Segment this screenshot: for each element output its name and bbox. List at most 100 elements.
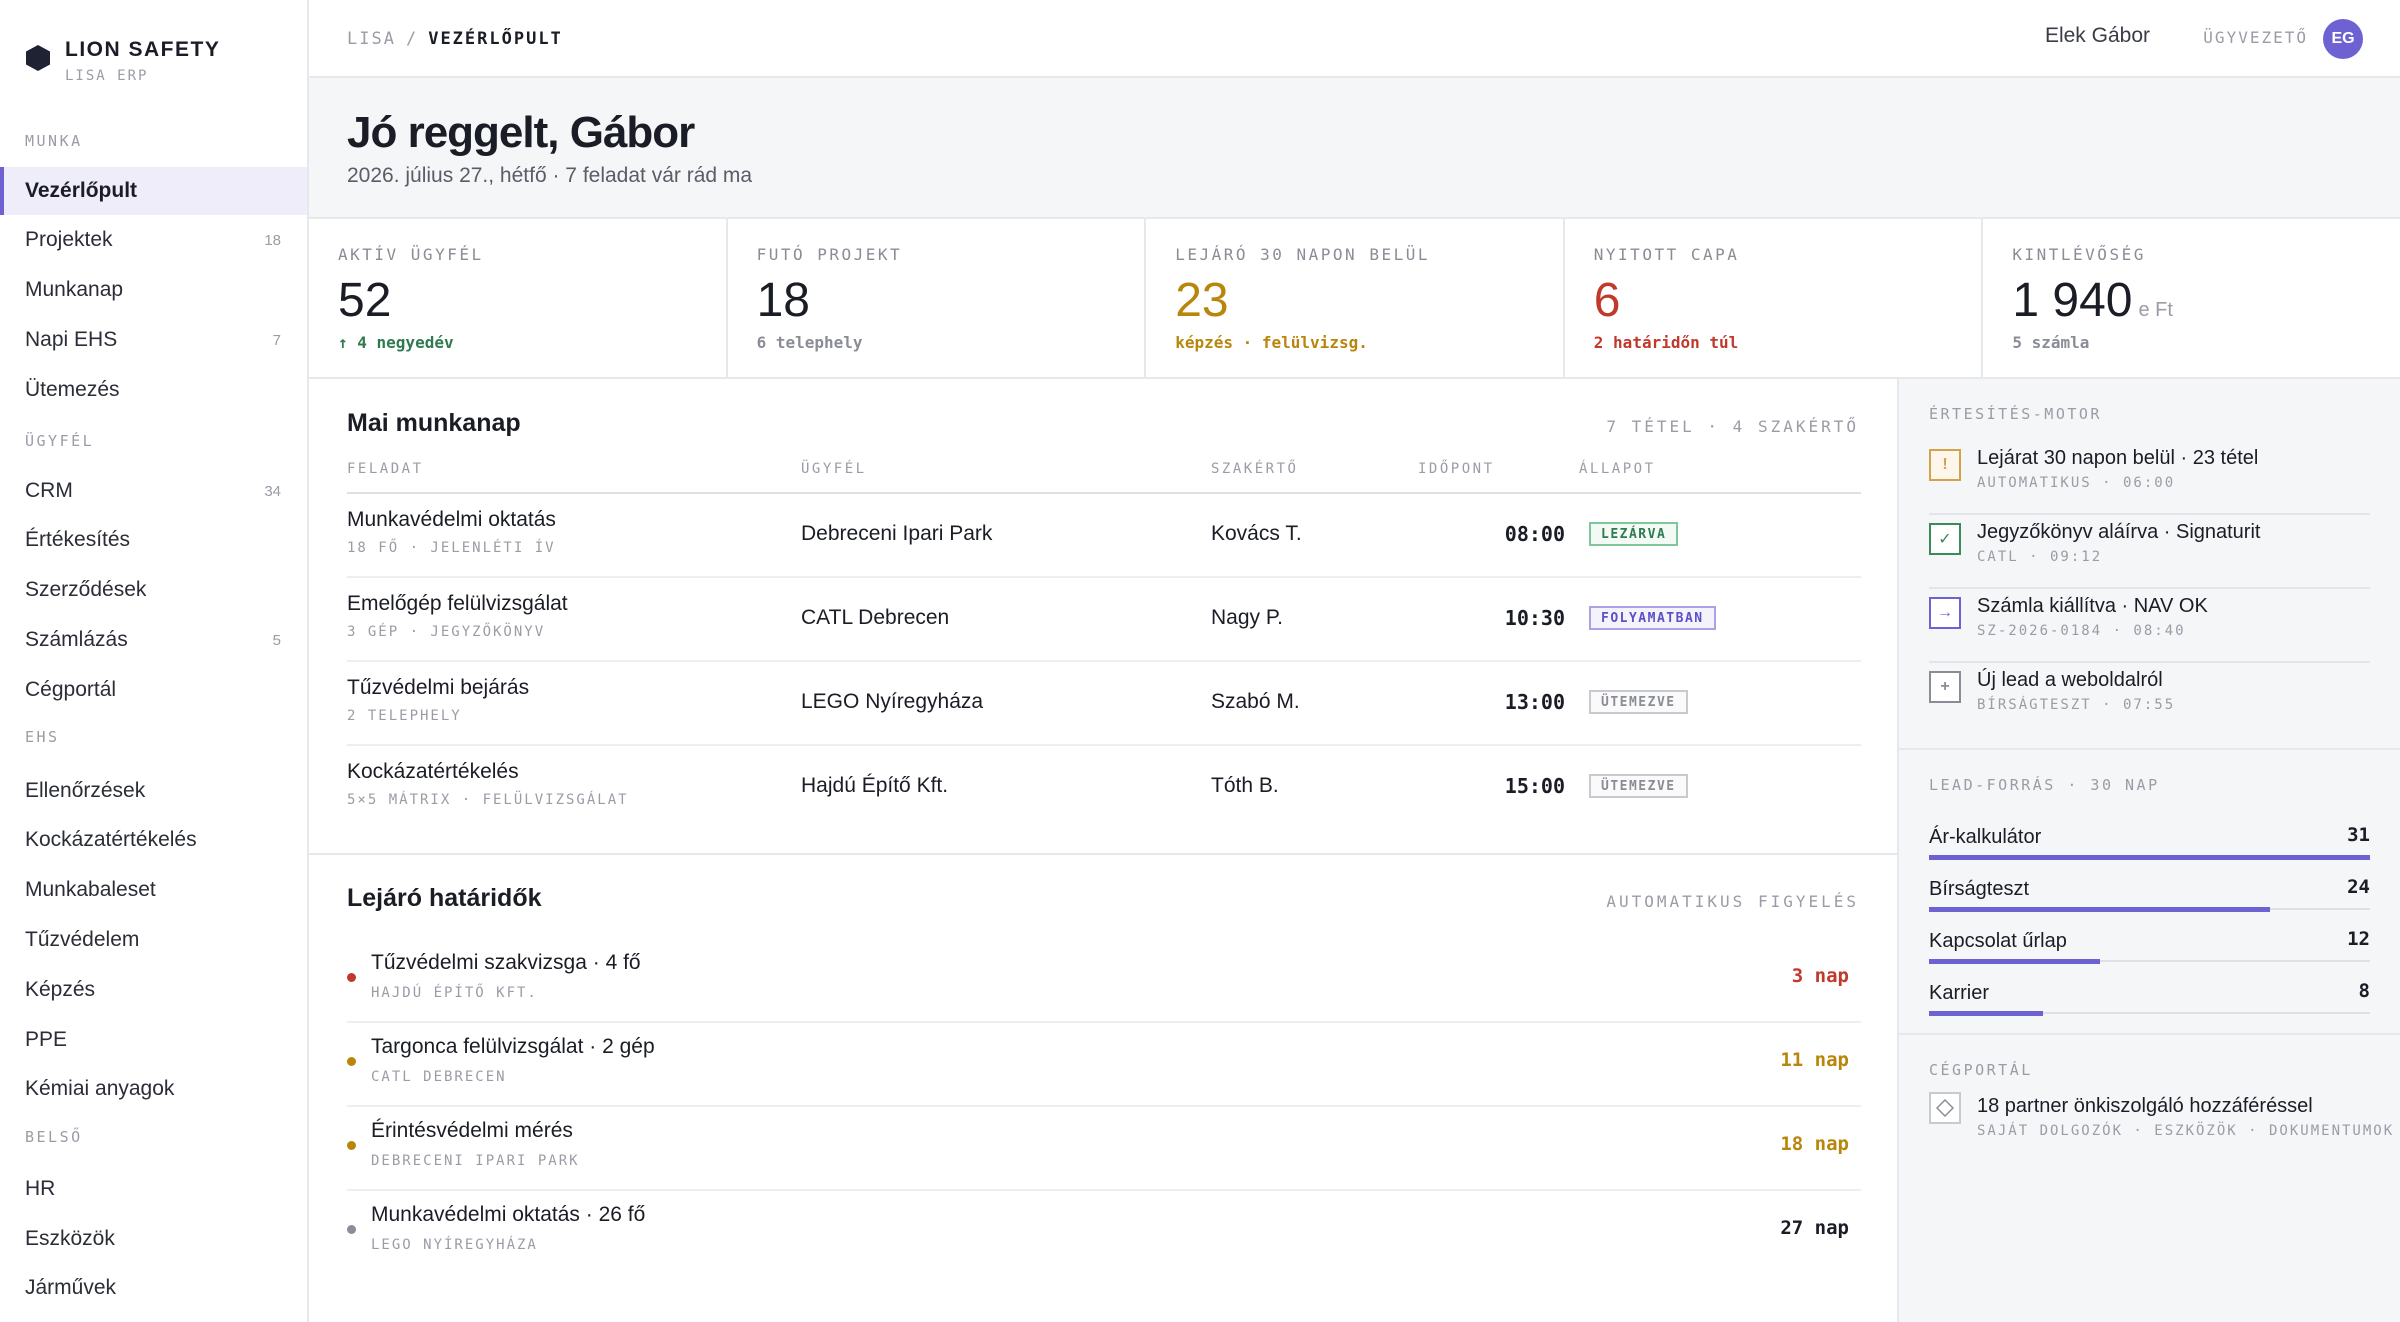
sidebar-item-label: Tűzvédelem <box>25 928 140 951</box>
table-row[interactable]: Munkavédelmi oktatás 18 FŐ · JELENLÉTI ÍV… <box>347 494 1861 578</box>
avatar[interactable]: EG <box>2323 19 2363 59</box>
status-dot <box>347 1057 356 1066</box>
sidebar-item-hr[interactable]: HR <box>0 1165 307 1213</box>
sidebar-item-count: 5 <box>272 631 281 649</box>
deadline-row[interactable]: Targonca felülvizsgálat · 2 gép CATL DEBR… <box>347 1023 1861 1107</box>
portal-item-title[interactable]: 18 partner önkiszolgáló hozzáféréssel <box>1977 1095 2313 1117</box>
sidebar-item-járművek[interactable]: Járművek <box>0 1264 307 1312</box>
sidebar-item-ellenőrzések[interactable]: Ellenőrzések <box>0 767 307 815</box>
table-row[interactable]: Kockázatértékelés 5×5 MÁTRIX · FELÜLVIZSG… <box>347 746 1861 830</box>
sidebar-item-ütemezés[interactable]: Ütemezés <box>0 366 307 414</box>
row-expert: Kovács T. <box>1211 522 1302 545</box>
notification-item[interactable]: + Új lead a weboldalról BÍRSÁGTESZT · 07:5… <box>1929 663 2370 737</box>
hexagon-logo-icon <box>26 45 50 71</box>
sidebar-item-szerződések[interactable]: Szerződések <box>0 566 307 614</box>
sidebar-item-napi-ehs[interactable]: Napi EHS 7 <box>0 316 307 364</box>
sidebar: LION SAFETY LISA ERP MUNKA Vezérlőpult Pro… <box>0 0 309 1322</box>
section-divider <box>309 853 1899 855</box>
sidebar-item-count: 18 <box>264 231 281 249</box>
deadline-row[interactable]: Érintésvédelmi mérés DEBRECENI IPARI PARK… <box>347 1107 1861 1191</box>
page-subtitle: 2026. július 27., hétfő · 7 feladat vár … <box>347 164 753 187</box>
topbar: LISA / VEZÉRLŐPULT Elek Gábor ÜGYVEZETŐ EG <box>309 0 2400 78</box>
sidebar-item-kockázatértékelés[interactable]: Kockázatértékelés <box>0 816 307 864</box>
kpi-row: AKTÍV ÜGYFÉL 52 ↑ 4 negyedév FUTÓ PROJEKT 18… <box>309 217 2400 379</box>
row-expert: Szabó M. <box>1211 690 1300 713</box>
col-header-status: ÁLLAPOT <box>1579 461 1656 477</box>
breadcrumb-separator: / <box>405 29 419 49</box>
notification-title: Új lead a weboldalról <box>1977 669 2163 691</box>
table-row[interactable]: Tűzvédelmi bejárás 2 TELEPHELY LEGO Nyíreg… <box>347 662 1861 746</box>
notification-item[interactable]: → Számla kiállítva · NAV OK SZ-2026-0184 ·… <box>1929 589 2370 663</box>
sidebar-item-értékesítés[interactable]: Értékesítés <box>0 516 307 564</box>
nav-section-label: BELSŐ <box>25 1128 83 1146</box>
breadcrumb-root[interactable]: LISA <box>347 29 396 49</box>
lead-source-row[interactable]: Bírságteszt 24 <box>1929 868 2370 920</box>
lead-source-name: Bírságteszt <box>1929 878 2030 900</box>
lead-source-row[interactable]: Ár-kalkulátor 31 <box>1929 816 2370 868</box>
diamond-icon <box>1929 1092 1961 1124</box>
portal-item-sub: SAJÁT DOLGOZÓK · ESZKÖZÖK · DOKUMENTUMOK <box>1977 1123 2395 1139</box>
kpi-note: ↑ 4 negyedév <box>338 333 454 352</box>
kpi-card: FUTÓ PROJEKT 18 6 telephely <box>728 219 1147 377</box>
sidebar-item-label: Ellenőrzések <box>25 779 146 802</box>
deadline-title: Tűzvédelmi szakvizsga · 4 fő <box>371 951 641 974</box>
deadline-title: Érintésvédelmi mérés <box>371 1119 573 1142</box>
row-client: CATL Debrecen <box>801 606 950 629</box>
sidebar-item-label: Számlázás <box>25 628 128 651</box>
row-expert: Tóth B. <box>1211 774 1279 797</box>
notification-item[interactable]: ✓ Jegyzőkönyv aláírva · Signaturit CATL · … <box>1929 515 2370 589</box>
sidebar-item-count: 7 <box>272 331 281 349</box>
kpi-number: 18 <box>756 274 810 327</box>
deadline-days: 27 nap <box>1780 1217 1849 1239</box>
row-time: 15:00 <box>1504 774 1565 798</box>
sidebar-item-számlázás[interactable]: Számlázás 5 <box>0 616 307 664</box>
sidebar-item-munkabaleset[interactable]: Munkabaleset <box>0 866 307 914</box>
row-time: 10:30 <box>1504 606 1565 630</box>
kpi-value: 18 <box>757 273 810 328</box>
sidebar-item-kémiai-anyagok[interactable]: Kémiai anyagok <box>0 1065 307 1113</box>
lead-source-row[interactable]: Kapcsolat űrlap 12 <box>1929 920 2370 972</box>
main-content: Mai munkanap 7 TÉTEL · 4 SZAKÉRTŐ FELADA… <box>309 379 1899 1322</box>
row-expert: Nagy P. <box>1211 606 1283 629</box>
deadlines-title: Lejáró határidők <box>347 884 542 912</box>
sidebar-item-label: Kockázatértékelés <box>25 828 197 851</box>
status-dot <box>347 1225 356 1234</box>
sidebar-item-label: HR <box>25 1177 56 1200</box>
arrow-right-icon: → <box>1929 597 1961 629</box>
sidebar-item-eszközök[interactable]: Eszközök <box>0 1215 307 1263</box>
status-dot <box>347 973 356 982</box>
sidebar-item-tűzvédelem[interactable]: Tűzvédelem <box>0 916 307 964</box>
row-task: Emelőgép felülvizsgálat <box>347 592 568 615</box>
sidebar-item-ppe[interactable]: PPE <box>0 1016 307 1064</box>
row-detail: 2 TELEPHELY <box>347 708 462 724</box>
notification-title: Jegyzőkönyv aláírva · Signaturit <box>1977 521 2261 543</box>
right-rail: ÉRTESÍTÉS-MOTOR ! Lejárat 30 napon belül … <box>1899 379 2400 1322</box>
breadcrumb-current: VEZÉRLŐPULT <box>428 29 563 49</box>
sidebar-item-cégportál[interactable]: Cégportál <box>0 666 307 714</box>
kpi-label: AKTÍV ÜGYFÉL <box>338 245 484 264</box>
sidebar-item-crm[interactable]: CRM 34 <box>0 467 307 515</box>
table-row[interactable]: Emelőgép felülvizsgálat 3 GÉP · JEGYZŐKÖN… <box>347 578 1861 662</box>
sidebar-item-projektek[interactable]: Projektek 18 <box>0 216 307 264</box>
sidebar-item-vezérlőpult[interactable]: Vezérlőpult <box>0 167 307 215</box>
kpi-number: 52 <box>338 274 392 327</box>
user-name[interactable]: Elek Gábor <box>2044 24 2150 47</box>
row-client: Debreceni Ipari Park <box>801 522 993 545</box>
notification-item[interactable]: ! Lejárat 30 napon belül · 23 tétel AUTOMA… <box>1929 441 2370 515</box>
lead-source-name: Karrier <box>1929 982 1990 1004</box>
brand-name: LION SAFETY <box>65 38 221 61</box>
row-detail: 5×5 MÁTRIX · FELÜLVIZSGÁLAT <box>347 792 629 808</box>
lead-source-value: 8 <box>2358 980 2370 1002</box>
sidebar-item-label: Járművek <box>25 1276 117 1299</box>
sidebar-item-count: 34 <box>264 482 281 500</box>
sidebar-item-munkanap[interactable]: Munkanap <box>0 266 307 314</box>
sidebar-item-képzés[interactable]: Képzés <box>0 966 307 1014</box>
deadline-row[interactable]: Tűzvédelmi szakvizsga · 4 fő HAJDÚ ÉPÍTŐ … <box>347 939 1861 1023</box>
lead-bar-fill <box>1929 855 2370 860</box>
deadline-row[interactable]: Munkavédelmi oktatás · 26 fő LEGO NYÍREGY… <box>347 1191 1861 1275</box>
sidebar-item-label: Napi EHS <box>25 328 118 351</box>
lead-source-row[interactable]: Karrier 8 <box>1929 972 2370 1024</box>
sidebar-item-label: PPE <box>25 1028 68 1051</box>
notification-meta: SZ-2026-0184 · 08:40 <box>1977 623 2186 639</box>
deadline-days: 11 nap <box>1780 1049 1849 1071</box>
